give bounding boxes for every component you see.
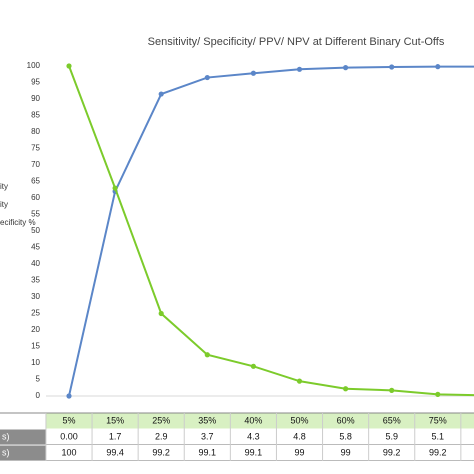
table-cell: 100 — [61, 447, 76, 457]
data-point — [296, 66, 303, 72]
y-tick-label: 85 — [31, 111, 40, 120]
data-point — [112, 185, 118, 191]
data-point — [250, 363, 256, 369]
column-header: 65% — [383, 415, 401, 425]
y-tick-label: 45 — [31, 243, 40, 252]
column-header: 50% — [290, 415, 308, 425]
column-header: 35% — [198, 415, 216, 425]
y-tick-label: 55 — [31, 210, 40, 219]
y-tick-label: 90 — [31, 94, 40, 103]
y-axis-label: ecificity % — [0, 218, 36, 227]
y-tick-label: 100 — [27, 61, 41, 70]
series-line — [68, 65, 474, 397]
row-label: s) — [2, 431, 10, 441]
table-cell: 99.1 — [199, 447, 217, 457]
table-cell: 5.9 — [385, 431, 398, 441]
y-tick-label: 5 — [36, 375, 41, 384]
y-tick-label: 10 — [31, 358, 40, 367]
table-cell: 3.7 — [201, 431, 214, 441]
column-header: 40% — [244, 415, 262, 425]
column-header: 75% — [429, 415, 447, 425]
table-cell: 5.8 — [339, 431, 352, 441]
data-point — [435, 391, 441, 397]
data-point — [66, 63, 72, 69]
y-tick-label: 95 — [31, 78, 40, 87]
data-point — [343, 386, 349, 392]
table-header-bg — [46, 413, 474, 429]
y-tick-label: 75 — [31, 144, 40, 153]
table-cell: 99.2 — [429, 447, 447, 457]
data-point — [158, 310, 164, 317]
data-point — [343, 65, 349, 71]
y-tick-label: 35 — [31, 276, 40, 285]
table-cell: 99.2 — [152, 447, 170, 457]
y-tick-label: 60 — [31, 193, 40, 202]
table-cell: 4.8 — [293, 431, 306, 441]
y-tick-label: 30 — [31, 292, 40, 301]
table-cell: 99.2 — [383, 447, 401, 457]
table-cell: 99.1 — [245, 447, 263, 457]
y-axis-label: ity — [0, 182, 8, 191]
table-cell: 1.7 — [109, 431, 122, 441]
y-tick-label: 40 — [31, 259, 40, 268]
row-label-bg — [0, 429, 46, 445]
table-cell: 4.3 — [247, 431, 260, 441]
column-header: 25% — [152, 415, 170, 425]
table-cell: 99 — [341, 447, 351, 457]
series-line — [68, 65, 474, 397]
plot — [66, 63, 474, 399]
data-point — [158, 91, 164, 97]
row-label: s) — [2, 447, 10, 457]
row-label-bg — [0, 445, 46, 461]
y-tick-label: 0 — [36, 391, 41, 400]
y-tick-label: 80 — [31, 127, 40, 136]
table-cell: 99.4 — [106, 447, 124, 457]
table-cell: 5.1 — [432, 431, 445, 441]
data-point — [296, 378, 303, 384]
y-tick-label: 70 — [31, 160, 40, 169]
y-tick-label: 25 — [31, 309, 40, 318]
data-point — [204, 74, 210, 81]
table-cell: 0.00 — [60, 431, 78, 441]
column-header: 60% — [337, 415, 355, 425]
y-tick-label: 20 — [31, 325, 40, 334]
data-point — [435, 64, 441, 70]
data-point — [389, 64, 395, 70]
data-point — [66, 393, 72, 399]
y-tick-label: 50 — [31, 226, 40, 235]
column-header: 5% — [62, 415, 75, 425]
chart-title: Sensitivity/ Specificity/ PPV/ NPV at Di… — [148, 36, 445, 48]
data-point — [250, 70, 256, 76]
data-point — [204, 352, 210, 358]
y-tick-label: 65 — [31, 177, 40, 186]
table-cell: 99 — [294, 447, 304, 457]
y-tick-label: 15 — [31, 342, 40, 351]
y-axis-label: ity — [0, 200, 8, 209]
column-header: 15% — [106, 415, 124, 425]
table-cell: 2.9 — [155, 431, 168, 441]
data-point — [389, 387, 395, 393]
